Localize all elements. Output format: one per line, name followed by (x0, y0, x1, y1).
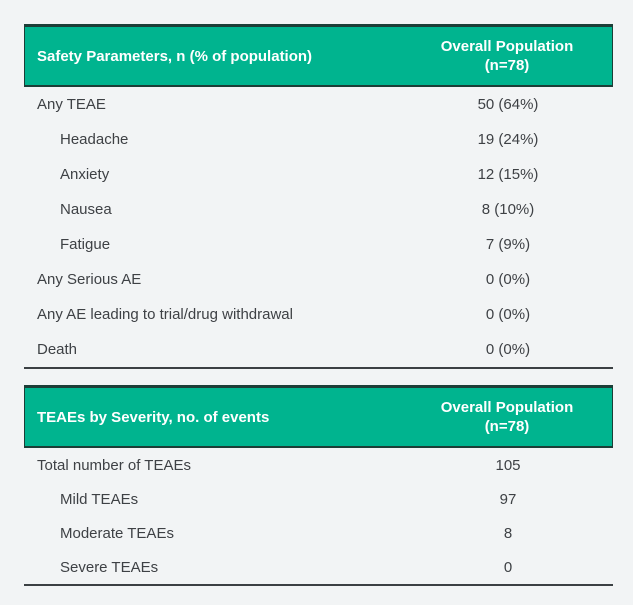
table-row: Any TEAE 50 (64%) (24, 87, 613, 122)
row-label: Mild TEAEs (60, 490, 139, 508)
column-header-safety-parameters: Safety Parameters, n (% of population) (37, 47, 313, 65)
row-value: 0 (503, 558, 513, 576)
table-row: Fatigue 7 (9%) (24, 227, 613, 262)
row-value: 7 (9%) (485, 236, 531, 253)
column-header-overall-population-line2: (n=78) (484, 57, 530, 74)
row-value: 19 (24%) (477, 131, 539, 148)
row-label: Total number of TEAEs (37, 456, 191, 474)
table-row: Anxiety 12 (15%) (24, 157, 613, 192)
row-label: Any Serious AE (37, 271, 142, 288)
table-row: Nausea 8 (10%) (24, 192, 613, 227)
row-value: 105 (495, 456, 521, 474)
row-value: 12 (15%) (477, 166, 539, 183)
table-header: TEAEs by Severity, no. of events Overall… (24, 385, 613, 448)
row-label: Fatigue (60, 236, 111, 253)
row-label: Nausea (60, 201, 112, 218)
table-row: Severe TEAEs 0 (24, 550, 613, 584)
table-row: Mild TEAEs 97 (24, 482, 613, 516)
column-header-overall-population-line2: (n=78) (484, 418, 530, 435)
row-value: 0 (0%) (485, 341, 531, 358)
table-header: Safety Parameters, n (% of population) O… (24, 24, 613, 87)
row-value: 97 (499, 490, 517, 508)
row-value: 8 (503, 524, 513, 542)
row-value: 0 (0%) (485, 271, 531, 288)
column-header-overall-population: Overall Population (n=78) (402, 37, 612, 75)
row-label: Any TEAE (37, 96, 106, 113)
safety-parameters-table: Safety Parameters, n (% of population) O… (24, 24, 613, 369)
column-header-overall-population-line1: Overall Population (440, 38, 574, 55)
row-label: Severe TEAEs (60, 558, 159, 576)
teaes-by-severity-table: TEAEs by Severity, no. of events Overall… (24, 385, 613, 586)
row-label: Death (37, 341, 78, 358)
row-label: Any AE leading to trial/drug withdrawal (37, 306, 293, 323)
table-row: Moderate TEAEs 8 (24, 516, 613, 550)
table-row: Any Serious AE 0 (0%) (24, 262, 613, 297)
column-header-teaes-by-severity: TEAEs by Severity, no. of events (37, 408, 270, 426)
table-body: Total number of TEAEs 105 Mild TEAEs 97 Mode… (24, 448, 613, 586)
column-header-overall-population-line1: Overall Population (440, 399, 574, 416)
row-label: Anxiety (60, 166, 110, 183)
row-label: Moderate TEAEs (60, 524, 174, 542)
table-row: Any AE leading to trial/drug withdrawal 0… (24, 297, 613, 332)
row-value: 8 (10%) (481, 201, 535, 218)
row-value: 0 (0%) (485, 306, 531, 323)
table-row: Total number of TEAEs 105 (24, 448, 613, 482)
table-body: Any TEAE 50 (64%) Headache 19 (24%) Anxiety 1… (24, 87, 613, 369)
table-row: Headache 19 (24%) (24, 122, 613, 157)
row-value: 50 (64%) (477, 96, 539, 113)
row-label: Headache (60, 131, 129, 148)
column-header-overall-population: Overall Population (n=78) (402, 398, 612, 436)
table-row: Death 0 (0%) (24, 332, 613, 367)
